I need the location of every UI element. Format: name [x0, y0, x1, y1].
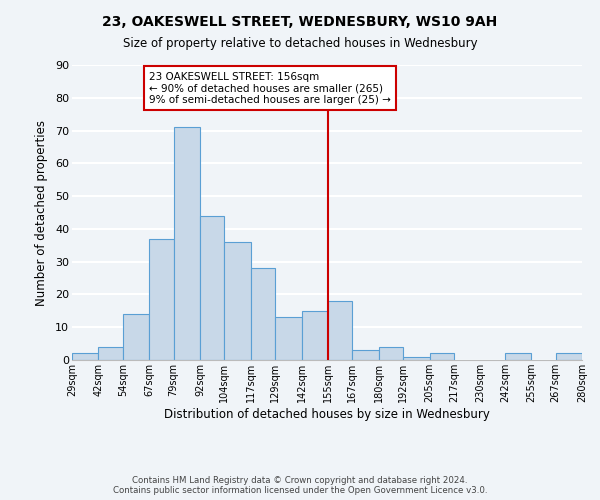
Bar	[251, 268, 275, 360]
Text: 23, OAKESWELL STREET, WEDNESBURY, WS10 9AH: 23, OAKESWELL STREET, WEDNESBURY, WS10 9…	[103, 15, 497, 29]
Text: Size of property relative to detached houses in Wednesbury: Size of property relative to detached ho…	[122, 38, 478, 51]
Text: Contains HM Land Registry data © Crown copyright and database right 2024.
Contai: Contains HM Land Registry data © Crown c…	[113, 476, 487, 495]
X-axis label: Distribution of detached houses by size in Wednesbury: Distribution of detached houses by size …	[164, 408, 490, 421]
Bar	[72, 354, 98, 360]
Text: 23 OAKESWELL STREET: 156sqm
← 90% of detached houses are smaller (265)
9% of sem: 23 OAKESWELL STREET: 156sqm ← 90% of det…	[149, 72, 391, 105]
Bar	[505, 354, 531, 360]
Y-axis label: Number of detached properties: Number of detached properties	[35, 120, 48, 306]
Bar	[275, 318, 302, 360]
Bar	[556, 354, 582, 360]
Bar	[98, 347, 123, 360]
Bar	[200, 216, 224, 360]
Bar	[430, 354, 454, 360]
Bar	[328, 301, 352, 360]
Bar	[173, 128, 200, 360]
Bar	[224, 242, 251, 360]
Bar	[403, 356, 430, 360]
Bar	[379, 347, 403, 360]
Bar	[123, 314, 149, 360]
Bar	[352, 350, 379, 360]
Bar	[149, 238, 173, 360]
Bar	[302, 311, 328, 360]
